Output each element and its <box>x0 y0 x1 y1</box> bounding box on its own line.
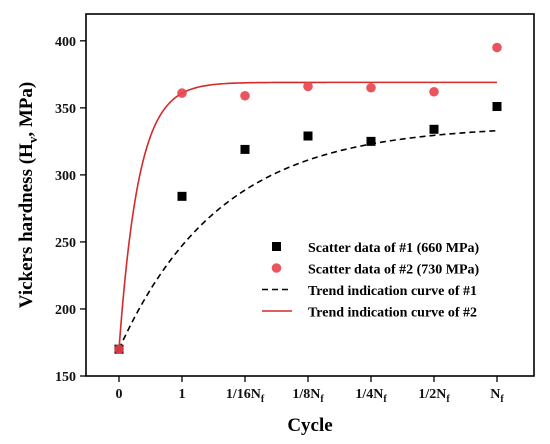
y-tick-label-400: 400 <box>55 35 76 50</box>
y-axis-title-subscript: v <box>25 136 40 143</box>
legend-label-2: Scatter data of #2 (730 MPa) <box>308 263 480 278</box>
x-tick-label-5: 1/2Nf <box>418 387 450 405</box>
point-series2-0 <box>114 344 124 354</box>
point-series1-1 <box>177 191 187 201</box>
x-axis-title: Cycle <box>287 415 332 436</box>
point-series1-4 <box>366 136 376 146</box>
x-tick-label-6: Nf <box>490 387 504 405</box>
x-tick-label-2: 1/16Nf <box>226 387 265 405</box>
x-axis-ticks: 0 1 1/16Nf 1/8Nf 1/4Nf 1/2Nf Nf <box>116 376 504 405</box>
plot-area <box>85 13 535 377</box>
point-series1-6 <box>492 102 502 112</box>
scatter-markers <box>114 42 502 354</box>
y-axis-ticks: 150 200 250 300 350 400 <box>55 35 86 385</box>
x-tick-label-1: 1 <box>179 387 186 402</box>
x-tick-label-3: 1/8Nf <box>292 387 324 405</box>
point-series2-5 <box>429 86 439 97</box>
legend: Scatter data of #1 (660 MPa) Scatter data… <box>262 241 480 321</box>
legend-label-1: Scatter data of #1 (660 MPa) <box>308 241 480 256</box>
y-tick-label-150: 150 <box>55 370 76 385</box>
y-tick-label-300: 300 <box>55 169 76 184</box>
x-tick-label-4: 1/4Nf <box>355 387 387 405</box>
legend-marker-1 <box>272 242 281 251</box>
legend-label-4: Trend indication curve of #2 <box>308 306 477 321</box>
point-series2-1 <box>177 88 187 98</box>
point-series2-3 <box>303 81 313 92</box>
y-tick-label-250: 250 <box>55 236 76 251</box>
point-series2-2 <box>240 90 250 101</box>
point-series2-6 <box>492 42 502 53</box>
y-tick-label-200: 200 <box>55 303 76 318</box>
x-tick-label-0: 0 <box>116 387 123 402</box>
trend-curve-1 <box>118 129 498 350</box>
point-series1-3 <box>303 131 313 141</box>
y-tick-label-350: 350 <box>55 102 76 117</box>
y-axis-title: Vickers hardness (Hv, MPa) <box>16 82 40 308</box>
point-series2-4 <box>366 82 376 93</box>
point-series1-2 <box>240 144 250 154</box>
legend-marker-2 <box>271 263 282 273</box>
point-series1-5 <box>429 124 439 134</box>
legend-label-3: Trend indication curve of #1 <box>308 284 477 299</box>
plot-frame <box>85 13 535 377</box>
